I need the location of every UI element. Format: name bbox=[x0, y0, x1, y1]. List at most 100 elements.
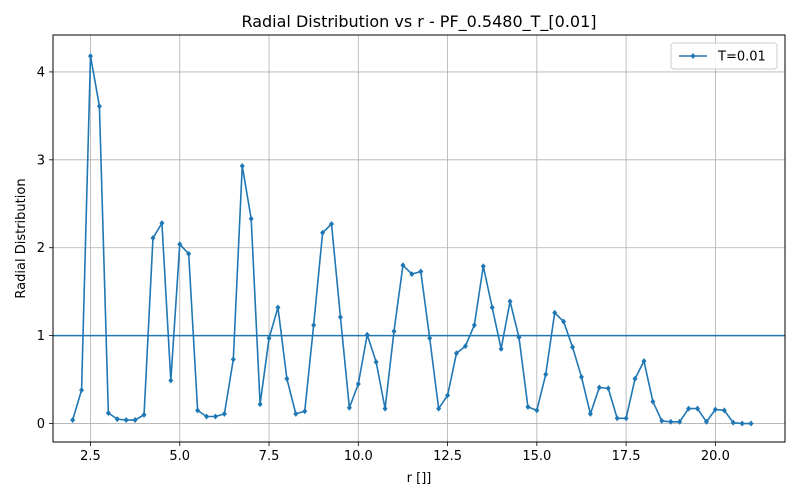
data-point bbox=[230, 356, 236, 363]
data-point bbox=[266, 335, 272, 342]
x-tick-label: 15.0 bbox=[522, 449, 551, 464]
x-tick-label: 7.5 bbox=[259, 449, 280, 464]
data-point bbox=[570, 344, 576, 351]
y-axis-ticks: 0 1 2 3 4 bbox=[37, 65, 53, 432]
plot-frame bbox=[52, 34, 786, 443]
data-point bbox=[364, 331, 370, 338]
data-point bbox=[132, 417, 138, 424]
legend: T=0.01 bbox=[670, 42, 778, 70]
data-point bbox=[159, 220, 165, 227]
data-point bbox=[436, 405, 442, 412]
data-point bbox=[605, 385, 611, 392]
data-point bbox=[168, 377, 174, 384]
data-point bbox=[293, 410, 299, 417]
data-point bbox=[471, 322, 477, 329]
x-tick-label: 10.0 bbox=[344, 449, 373, 464]
data-point bbox=[614, 415, 620, 422]
y-tick-label: 3 bbox=[37, 153, 45, 168]
data-point bbox=[712, 406, 718, 413]
x-tick-label: 5.0 bbox=[169, 449, 190, 464]
data-point bbox=[641, 358, 647, 365]
data-point bbox=[695, 405, 701, 412]
data-point bbox=[355, 380, 361, 387]
data-point bbox=[623, 415, 629, 422]
data-point bbox=[677, 418, 683, 425]
data-point bbox=[177, 241, 183, 248]
data-point bbox=[105, 409, 111, 416]
data-point bbox=[248, 215, 254, 222]
y-tick-label: 4 bbox=[37, 65, 45, 80]
data-point bbox=[543, 371, 549, 378]
data-point bbox=[453, 350, 459, 357]
y-tick-label: 2 bbox=[37, 241, 45, 256]
data-point bbox=[123, 417, 129, 424]
legend-box bbox=[670, 42, 778, 70]
data-point bbox=[668, 418, 674, 425]
data-point bbox=[221, 410, 227, 417]
data-point bbox=[195, 407, 201, 414]
data-point bbox=[596, 384, 602, 391]
data-point bbox=[284, 375, 290, 382]
data-point bbox=[391, 328, 397, 335]
data-point bbox=[114, 416, 120, 423]
data-point bbox=[686, 405, 692, 412]
data-point bbox=[239, 162, 245, 169]
y-tick-label: 0 bbox=[37, 417, 45, 432]
data-point bbox=[659, 417, 665, 424]
data-point bbox=[578, 373, 584, 380]
data-point bbox=[79, 387, 85, 394]
chart-title: Radial Distribution vs r - PF_0.5480_T_[… bbox=[241, 12, 596, 32]
data-point bbox=[382, 405, 388, 412]
data-point bbox=[462, 343, 468, 350]
data-point bbox=[373, 359, 379, 366]
data-point bbox=[534, 407, 540, 414]
data-point bbox=[275, 304, 281, 311]
data-point bbox=[311, 322, 317, 329]
data-point bbox=[525, 403, 531, 410]
data-point bbox=[516, 334, 522, 341]
data-point bbox=[204, 413, 210, 420]
data-point bbox=[507, 298, 513, 305]
data-point bbox=[561, 318, 567, 325]
x-tick-label: 17.5 bbox=[612, 449, 641, 464]
x-tick-label: 12.5 bbox=[433, 449, 462, 464]
data-point bbox=[552, 309, 558, 316]
data-point bbox=[480, 263, 486, 270]
y-tick-label: 1 bbox=[37, 329, 45, 344]
data-point bbox=[650, 398, 656, 405]
data-point bbox=[186, 250, 192, 257]
data-point bbox=[498, 345, 504, 352]
data-point bbox=[730, 419, 736, 426]
x-axis-ticks: 2.5 5.0 7.5 10.0 12.5 15.0 17.5 20.0 bbox=[80, 442, 730, 464]
data-point bbox=[418, 268, 424, 275]
legend-marker-sample bbox=[690, 53, 696, 59]
x-axis-label: r []] bbox=[407, 471, 432, 486]
data-point bbox=[96, 103, 102, 110]
data-point bbox=[748, 420, 754, 427]
data-point bbox=[400, 262, 406, 269]
data-point bbox=[632, 375, 638, 382]
data-point bbox=[587, 410, 593, 417]
y-axis-label: Radial Distribution bbox=[14, 178, 29, 298]
data-point bbox=[346, 404, 352, 411]
data-point bbox=[302, 408, 308, 415]
data-point bbox=[445, 392, 451, 399]
data-point bbox=[70, 417, 76, 424]
series-layer bbox=[70, 53, 754, 427]
data-point bbox=[87, 53, 93, 60]
data-point bbox=[739, 420, 745, 427]
data-point bbox=[409, 271, 415, 278]
data-point bbox=[329, 220, 335, 227]
legend-label: T=0.01 bbox=[717, 50, 766, 65]
x-tick-label: 20.0 bbox=[701, 449, 730, 464]
data-point bbox=[489, 304, 495, 311]
data-point bbox=[212, 413, 218, 420]
data-point bbox=[320, 229, 326, 236]
data-point bbox=[150, 235, 156, 242]
data-point bbox=[141, 411, 147, 418]
data-point bbox=[703, 418, 709, 425]
series-line bbox=[71, 55, 752, 425]
x-tick-label: 2.5 bbox=[80, 449, 101, 464]
data-point bbox=[721, 407, 727, 414]
data-point bbox=[257, 401, 263, 408]
